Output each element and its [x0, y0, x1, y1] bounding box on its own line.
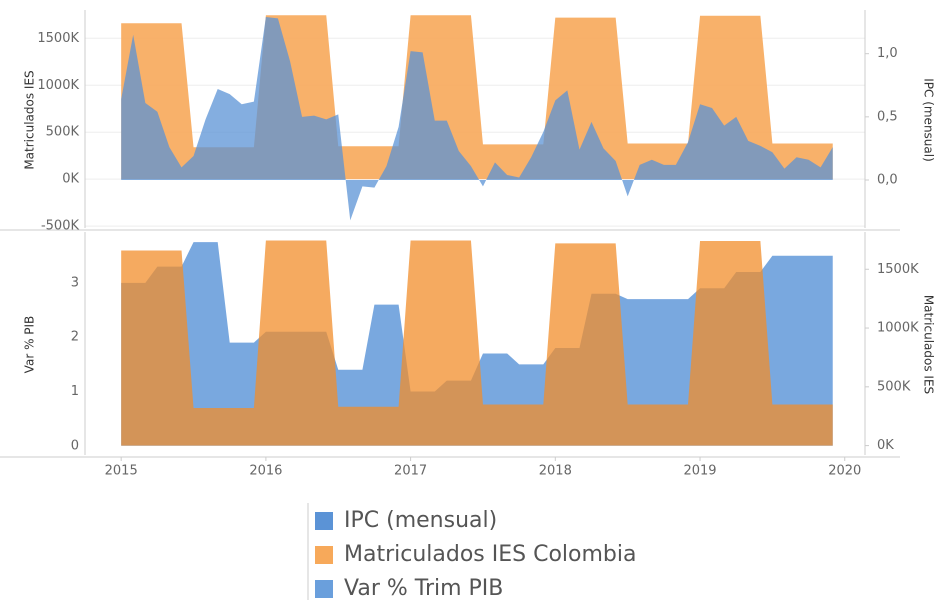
legend: IPC (mensual) Matriculados IES Colombia Va…: [307, 503, 637, 600]
x-tick-label: 2015: [105, 464, 138, 479]
x-tick-label: 2017: [394, 464, 427, 479]
panel: -500K 0K 500K 1000K 1500K 0,0 0,5 1,0 Matriculad…: [0, 10, 935, 234]
y2-tick-label: 1000K: [877, 321, 919, 336]
y-tick-label: 1000K: [37, 78, 79, 93]
y2-axis-title: Matriculados IES: [922, 295, 935, 394]
legend-label: Var % Trim PIB: [344, 576, 503, 600]
area: [121, 17, 833, 221]
x-tick-label: 2020: [828, 464, 861, 479]
y-tick-label: 1: [71, 384, 79, 399]
y-axis-title: Var % PIB: [23, 316, 37, 374]
legend-swatch: [315, 546, 333, 564]
y2-axis-title: IPC (mensual): [922, 78, 935, 162]
y-tick-label: 3: [71, 275, 79, 290]
x-tick-label: 2019: [683, 464, 716, 479]
y-tick-label: 0: [71, 438, 79, 453]
y2-tick-label: 0K: [877, 438, 894, 453]
y-tick-label: 1500K: [37, 31, 79, 46]
y-tick-label: 500K: [46, 125, 80, 140]
y-tick-label: 0K: [62, 172, 79, 187]
y2-tick-label: 500K: [877, 379, 911, 394]
legend-label: IPC (mensual): [344, 508, 497, 533]
x-tick-label: 2016: [249, 464, 282, 479]
y2-tick-label: 0,0: [877, 173, 898, 188]
area: [121, 240, 833, 446]
legend-swatch: [315, 512, 333, 530]
legend-swatch: [315, 580, 333, 598]
panel: 0 1 2 3 0K 500K 1000K 1500K Var % PIB Matriculado…: [0, 232, 935, 479]
y-axis-title: Matriculados IES: [23, 70, 37, 169]
y-tick-label: -500K: [41, 219, 80, 234]
y2-tick-label: 1500K: [877, 262, 919, 277]
legend-label: Matriculados IES Colombia: [344, 542, 637, 567]
x-tick-label: 2018: [539, 464, 572, 479]
y2-tick-label: 1,0: [877, 46, 898, 61]
y-tick-label: 2: [71, 330, 79, 345]
y2-tick-label: 0,5: [877, 109, 898, 124]
